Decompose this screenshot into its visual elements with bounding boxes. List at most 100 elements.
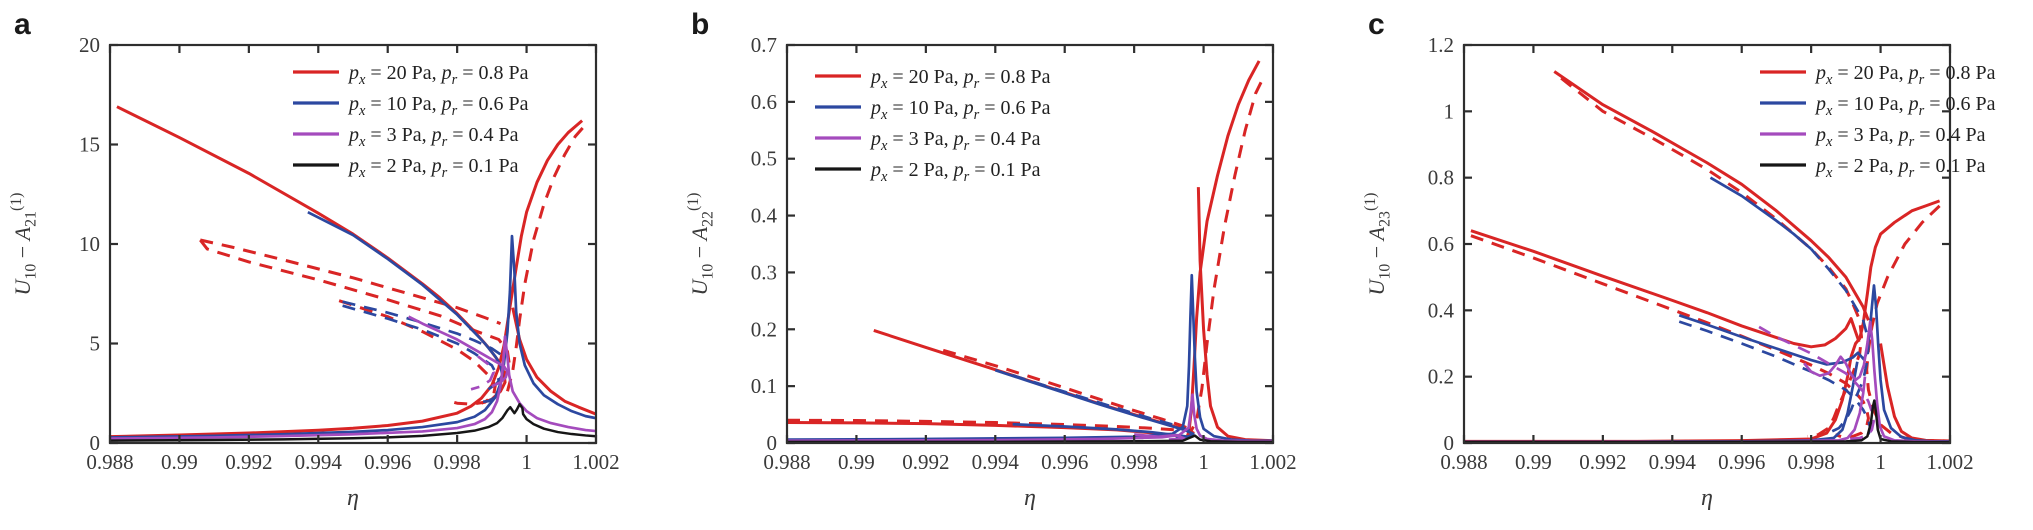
x-tick-label: 1.002	[1249, 450, 1296, 474]
x-tick-label: 0.99	[1515, 450, 1552, 474]
panel-a-chart: 0.988 0.99 0.992 0.994 0.996 0.998 1 1.002 0 5 10 1…	[8, 33, 620, 511]
x-tick-label: 0.994	[1649, 450, 1697, 474]
series-purple-solid-purple-low-rise	[1464, 376, 1867, 443]
label-segment: η	[1701, 485, 1713, 511]
label-segment: x	[880, 76, 888, 92]
y-tick-label: 0.2	[1428, 365, 1454, 389]
label-segment: 22	[700, 211, 717, 227]
label-segment: p	[347, 93, 359, 115]
axes-frame	[785, 43, 1275, 445]
label-segment: 0.996	[1041, 450, 1088, 474]
label-segment: 0.4	[1428, 298, 1455, 322]
legend-label-purple: px = 3 Pa, pr = 0.4 Pa	[869, 128, 1041, 154]
label-segment: p	[869, 97, 881, 119]
legend-label-black: px = 2 Pa, pr = 0.1 Pa	[1814, 155, 1986, 181]
label-segment: 10	[79, 232, 100, 256]
label-segment: x	[358, 165, 366, 181]
label-segment: 0.994	[972, 450, 1020, 474]
x-tick-label: 0.988	[763, 450, 810, 474]
label-segment: 0.994	[1649, 450, 1697, 474]
label-segment: 0.7	[751, 33, 777, 57]
label-segment: 1.2	[1428, 33, 1454, 57]
label-segment: p	[1814, 155, 1826, 177]
label-segment: 1.002	[1926, 450, 1973, 474]
series-purple-solid-purple-w-peak	[1803, 320, 1950, 443]
label-segment: 1	[521, 450, 532, 474]
curves-group	[110, 105, 596, 442]
y-tick-label: 0.8	[1428, 166, 1454, 190]
label-segment: 1	[1875, 450, 1886, 474]
panel-c-chart: 0.988 0.99 0.992 0.994 0.996 0.998 1 1.002 0 0.2 0…	[1362, 33, 1996, 511]
y-tick-label: 0.3	[751, 260, 777, 284]
label-segment: p	[1897, 124, 1909, 146]
x-tick-label: 0.992	[225, 450, 272, 474]
label-segment: p	[1897, 155, 1909, 177]
label-segment: r	[964, 169, 970, 185]
label-segment: x	[1825, 72, 1833, 88]
series-red-dashed-red-dashed-loop-upper	[199, 238, 502, 326]
series-blue-solid-blue-upper-solid	[1709, 176, 1813, 250]
label-segment: (1)	[685, 193, 702, 211]
label-segment: 23	[1377, 211, 1394, 227]
series-black-solid-black-spike	[1464, 399, 1950, 443]
label-segment: (1)	[8, 193, 25, 211]
x-axis-label: η	[1701, 485, 1713, 511]
label-segment: r	[1909, 165, 1915, 181]
x-tick-label: 1	[521, 450, 532, 474]
series-red-solid-red-lower-checkmark	[1470, 229, 1861, 349]
label-segment: 0.996	[364, 450, 411, 474]
label-segment: 21	[23, 211, 40, 227]
label-segment: 10	[1377, 264, 1394, 280]
series-red-dashed-red-dashed-loop-lower	[199, 239, 511, 384]
panel-a-letter: a	[14, 8, 31, 41]
label-segment: = 2 Pa,	[887, 159, 953, 181]
x-tick-label: 0.998	[1788, 450, 1835, 474]
label-segment: = 0.6 Pa	[457, 93, 528, 115]
label-segment: p	[347, 124, 359, 146]
label-segment: r	[452, 103, 458, 119]
y-tick-label: 10	[79, 232, 100, 256]
label-segment: A	[687, 226, 712, 242]
x-axis-label: η	[1024, 485, 1036, 511]
series-blue-dashed-blue-upper-dashed	[1810, 248, 1870, 435]
y-tick-label: 0.6	[1428, 232, 1454, 256]
label-segment: r	[442, 165, 448, 181]
label-segment: 0.4	[751, 204, 778, 228]
label-segment: −	[687, 240, 712, 263]
label-segment: p	[440, 93, 452, 115]
series-black-solid-black-curve	[787, 434, 1273, 443]
label-segment: p	[952, 128, 964, 150]
x-axis-label: η	[347, 485, 359, 511]
label-segment: = 0.8 Pa	[1924, 62, 1995, 84]
label-segment: U	[1364, 277, 1389, 295]
y-tick-label: 0.4	[751, 204, 778, 228]
series-blue-dashed-blue-dashed-lower	[342, 304, 502, 404]
label-segment: p	[1814, 124, 1826, 146]
label-segment: 0	[767, 431, 778, 455]
series-red-solid-red-rise-to-fold	[1464, 199, 1941, 443]
label-segment: p	[869, 128, 881, 150]
label-segment: = 10 Pa,	[365, 93, 441, 115]
label-segment: 0.988	[763, 450, 810, 474]
label-segment: 0.2	[1428, 365, 1454, 389]
label-segment: = 0.1 Pa	[1914, 155, 1985, 177]
label-segment: 1.002	[1249, 450, 1296, 474]
label-segment: 0	[1444, 431, 1455, 455]
label-segment: p	[952, 159, 964, 181]
label-segment: η	[347, 485, 359, 511]
series-purple-solid-purple-peak	[787, 393, 1273, 443]
label-segment: x	[880, 107, 888, 123]
label-segment: r	[1909, 134, 1915, 150]
label-segment: 0.992	[1579, 450, 1626, 474]
legend-label-blue: px = 10 Pa, pr = 0.6 Pa	[1814, 93, 1996, 119]
label-segment: 0.998	[1788, 450, 1835, 474]
label-segment: 0.998	[434, 450, 481, 474]
label-segment: 10	[23, 264, 40, 280]
label-segment: p	[1814, 62, 1826, 84]
label-segment: p	[1814, 93, 1826, 115]
legend-label-red: px = 20 Pa, pr = 0.8 Pa	[1814, 62, 1996, 88]
label-segment: = 3 Pa,	[887, 128, 953, 150]
series-red-dashed-red-steep-dashed	[942, 348, 1194, 432]
y-tick-label: 0.7	[751, 33, 777, 57]
series-blue-dashed-blue-dashed-upper	[342, 300, 502, 356]
